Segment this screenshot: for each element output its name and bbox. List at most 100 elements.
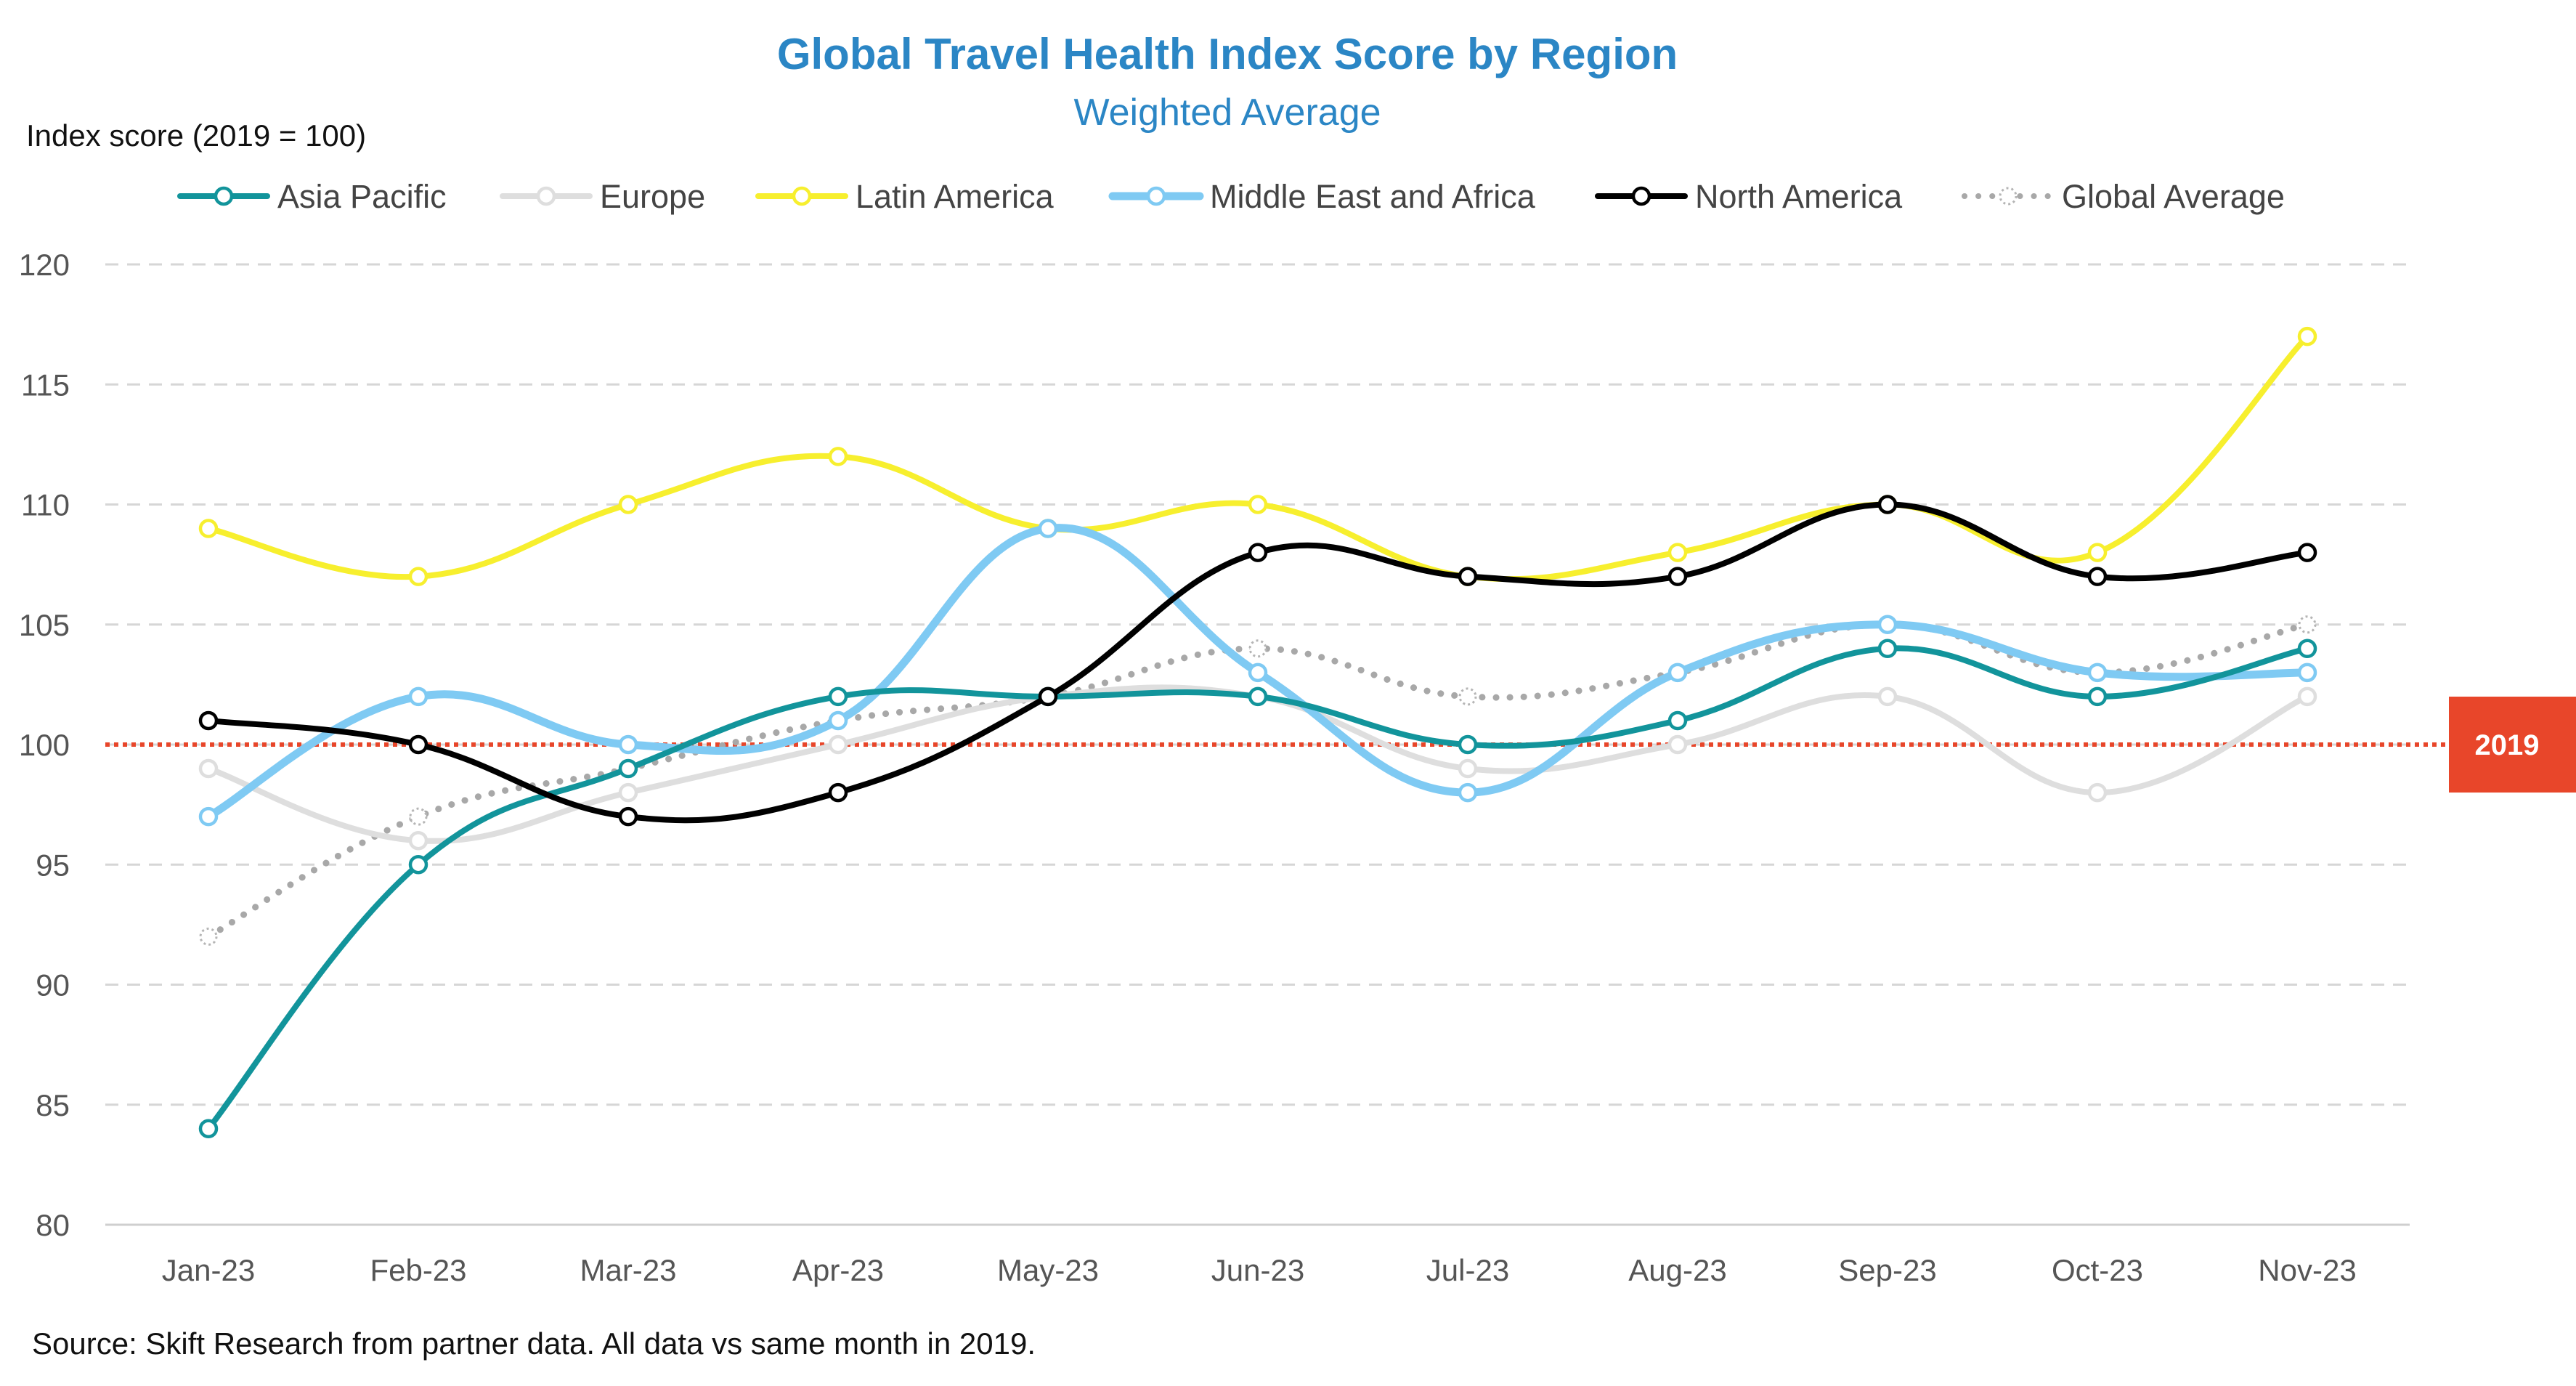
data-point [828,734,848,755]
x-tick-label: Feb-23 [370,1253,466,1287]
data-point [618,758,638,779]
y-tick-label: 100 [19,728,70,762]
chart-title: Global Travel Health Index Score by Regi… [776,30,1678,78]
data-point [2087,686,2108,707]
data-point [198,758,219,779]
data-point [1248,662,1268,683]
y-axis-ticks: 80 85 90 95 100 105 110 115 120 [19,248,70,1242]
legend-label: Global Average [2062,178,2285,215]
data-point [618,734,638,755]
series-group [198,326,2317,1139]
data-point [828,782,848,803]
data-point [2298,615,2317,634]
legend-marker [536,186,556,206]
y-tick-label: 110 [21,488,70,522]
x-tick-label: Jan-23 [162,1253,255,1287]
series-line-asia-pacific [206,645,2310,1132]
legend-label: Asia Pacific [277,178,447,215]
data-point [1248,639,1267,658]
x-tick-label: Apr-23 [792,1253,884,1287]
y-tick-label: 90 [36,968,70,1002]
data-point [199,927,218,946]
data-point [2297,662,2317,683]
data-point [2297,639,2317,659]
reference-badge-label: 2019 [2475,729,2540,761]
data-point [1667,567,1688,586]
data-point [1038,519,1058,538]
legend-marker [214,186,234,206]
data-point [2087,662,2108,683]
y-axis-label: Index score (2019 = 100) [26,118,367,153]
data-point [2087,567,2108,586]
legend-label: Latin America [856,178,1055,215]
data-point [1877,639,1898,659]
data-point [1458,782,1478,803]
y-tick-label: 85 [36,1088,70,1122]
y-tick-label: 105 [19,608,70,642]
y-tick-label: 80 [36,1208,70,1242]
data-point [618,782,638,803]
y-tick-label: 95 [36,848,70,882]
legend-marker [1999,187,2018,206]
legend-marker [1146,186,1166,206]
data-point [2297,326,2317,346]
data-point [1667,543,1688,562]
data-point [618,495,638,514]
series-asia-pacific [198,639,2317,1139]
data-point [2297,686,2317,707]
data-point [2087,782,2108,803]
series-north-america [198,495,2317,827]
reference-line-group: 2019 [105,697,2576,793]
data-point [408,855,428,875]
legend-item-europe: Europe [500,178,705,215]
data-point [2087,543,2108,562]
legend-item-global-average: Global Average [1962,178,2285,215]
x-tick-label: Oct-23 [2052,1253,2143,1287]
data-point [828,447,848,466]
data-point [1458,734,1478,755]
x-tick-label: May-23 [997,1253,1099,1287]
data-point [1248,686,1268,707]
data-point [409,807,428,826]
data-point [1038,686,1058,707]
data-point [408,830,428,851]
data-point [1667,710,1688,731]
x-tick-label: Jul-23 [1426,1253,1509,1287]
legend-label: Europe [600,178,705,215]
data-point [198,519,219,538]
gridlines [105,263,2410,1106]
data-point [198,710,219,731]
chart-subtitle: Weighted Average [1073,92,1381,134]
data-point [1877,615,1898,634]
legend-item-north-america: North America [1595,178,1903,215]
data-point [408,567,428,586]
data-point [1877,495,1898,514]
data-point [1248,543,1268,562]
data-point [1667,662,1688,683]
x-tick-label: Nov-23 [2258,1253,2356,1287]
data-point [828,710,848,731]
data-point [1458,758,1478,779]
data-point [198,1119,219,1139]
series-line-latin-america [206,333,2310,583]
legend-item-asia-pacific: Asia Pacific [177,178,447,215]
x-tick-label: Sep-23 [1838,1253,1936,1287]
legend-label: Middle East and Africa [1210,178,1536,215]
data-point [1877,686,1898,707]
series-middle-east-and-africa [198,519,2317,827]
y-tick-label: 115 [21,368,70,402]
data-point [198,806,219,827]
legend-marker [1631,186,1651,206]
x-axis-ticks: Jan-23 Feb-23 Mar-23 Apr-23 May-23 Jun-23 Jul-… [162,1253,2357,1287]
data-point [408,686,428,707]
x-tick-label: Jun-23 [1211,1253,1304,1287]
data-point [2297,543,2317,562]
data-point [1458,567,1478,586]
data-point [1667,734,1688,755]
legend-label: North America [1695,178,1903,215]
source-note: Source: Skift Research from partner data… [32,1326,1036,1361]
legend-marker [792,186,812,206]
data-point [1248,495,1268,514]
x-tick-label: Aug-23 [1628,1253,1726,1287]
